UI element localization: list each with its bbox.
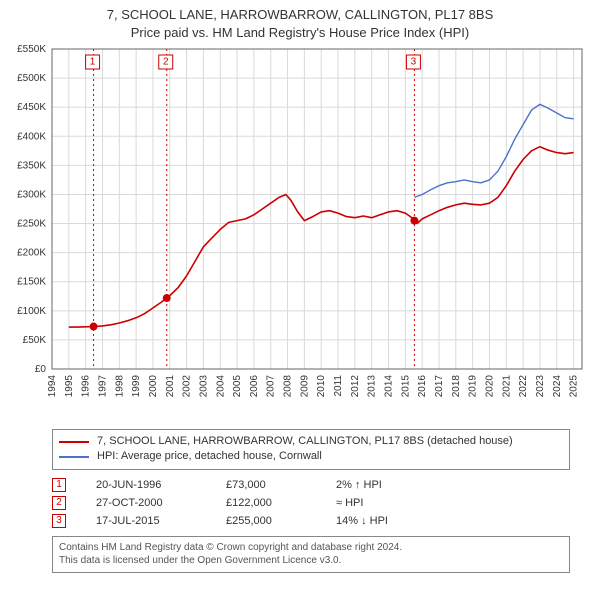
svg-text:£400K: £400K	[17, 131, 46, 142]
legend-swatch-price-paid	[59, 441, 89, 443]
svg-text:2014: 2014	[384, 375, 395, 398]
svg-text:2016: 2016	[417, 375, 428, 398]
svg-text:2003: 2003	[198, 375, 209, 398]
svg-text:2020: 2020	[484, 375, 495, 398]
chart-title-block: 7, SCHOOL LANE, HARROWBARROW, CALLINGTON…	[0, 0, 600, 43]
svg-text:2012: 2012	[350, 375, 361, 398]
svg-text:2024: 2024	[552, 375, 563, 398]
svg-text:2025: 2025	[569, 375, 580, 398]
footer-attribution: Contains HM Land Registry data © Crown c…	[52, 536, 570, 573]
svg-text:1994: 1994	[47, 375, 58, 398]
svg-text:2022: 2022	[518, 375, 529, 398]
chart-area: £0 £50K £100K £150K £200K £250K £300K £350K £400…	[0, 43, 600, 423]
svg-text:1995: 1995	[64, 375, 75, 398]
svg-text:2009: 2009	[299, 375, 310, 398]
legend: 7, SCHOOL LANE, HARROWBARROW, CALLINGTON…	[52, 429, 570, 470]
svg-text:£500K: £500K	[17, 73, 46, 84]
svg-text:2011: 2011	[333, 375, 344, 397]
svg-text:2019: 2019	[468, 375, 479, 398]
svg-text:1996: 1996	[81, 375, 92, 398]
chart-svg: £0 £50K £100K £150K £200K £250K £300K £350K £400…	[0, 43, 600, 423]
svg-text:2017: 2017	[434, 375, 445, 398]
svg-text:2006: 2006	[249, 375, 260, 398]
table-row: 1 20-JUN-1996 £73,000 2% ↑ HPI	[52, 476, 570, 494]
sale-date-2: 27-OCT-2000	[96, 497, 196, 509]
svg-text:£450K: £450K	[17, 102, 46, 113]
sale-delta-2: ≈ HPI	[336, 497, 436, 509]
sale-marker-1: 1	[52, 478, 66, 492]
svg-text:3: 3	[411, 57, 417, 68]
legend-swatch-hpi	[59, 456, 89, 458]
table-row: 3 17-JUL-2015 £255,000 14% ↓ HPI	[52, 512, 570, 530]
sale-marker-3: 3	[52, 514, 66, 528]
svg-text:2008: 2008	[283, 375, 294, 398]
svg-text:2002: 2002	[182, 375, 193, 398]
legend-item-hpi: HPI: Average price, detached house, Corn…	[59, 449, 563, 464]
svg-text:2023: 2023	[535, 375, 546, 398]
svg-text:£100K: £100K	[17, 306, 46, 317]
svg-text:£50K: £50K	[23, 335, 47, 346]
svg-text:2001: 2001	[165, 375, 176, 398]
sale-date-3: 17-JUL-2015	[96, 515, 196, 527]
svg-text:2018: 2018	[451, 375, 462, 398]
svg-text:2004: 2004	[215, 375, 226, 398]
svg-text:1998: 1998	[114, 375, 125, 398]
svg-text:£250K: £250K	[17, 219, 46, 230]
sale-delta-3: 14% ↓ HPI	[336, 515, 436, 527]
svg-text:2: 2	[163, 57, 169, 68]
footer-line-1: Contains HM Land Registry data © Crown c…	[59, 541, 563, 555]
sales-table: 1 20-JUN-1996 £73,000 2% ↑ HPI 2 27-OCT-…	[52, 476, 570, 530]
svg-text:2005: 2005	[232, 375, 243, 398]
legend-item-price-paid: 7, SCHOOL LANE, HARROWBARROW, CALLINGTON…	[59, 434, 563, 449]
svg-text:2013: 2013	[367, 375, 378, 398]
sale-marker-2: 2	[52, 496, 66, 510]
sale-date-1: 20-JUN-1996	[96, 479, 196, 491]
svg-text:2000: 2000	[148, 375, 159, 398]
svg-text:£200K: £200K	[17, 248, 46, 259]
svg-text:2015: 2015	[400, 375, 411, 398]
svg-text:2021: 2021	[501, 375, 512, 398]
svg-text:£300K: £300K	[17, 190, 46, 201]
svg-text:£150K: £150K	[17, 277, 46, 288]
sale-price-1: £73,000	[226, 479, 306, 491]
svg-text:£0: £0	[35, 364, 47, 375]
svg-text:1: 1	[90, 57, 96, 68]
legend-label-price-paid: 7, SCHOOL LANE, HARROWBARROW, CALLINGTON…	[97, 434, 513, 449]
sale-price-3: £255,000	[226, 515, 306, 527]
legend-label-hpi: HPI: Average price, detached house, Corn…	[97, 449, 322, 464]
svg-text:2010: 2010	[316, 375, 327, 398]
svg-text:£550K: £550K	[17, 44, 46, 55]
sale-delta-1: 2% ↑ HPI	[336, 479, 436, 491]
svg-text:2007: 2007	[266, 375, 277, 398]
svg-text:1997: 1997	[97, 375, 108, 398]
title-line-1: 7, SCHOOL LANE, HARROWBARROW, CALLINGTON…	[4, 6, 596, 24]
footer-line-2: This data is licensed under the Open Gov…	[59, 554, 563, 568]
svg-text:1999: 1999	[131, 375, 142, 398]
svg-text:£350K: £350K	[17, 160, 46, 171]
title-line-2: Price paid vs. HM Land Registry's House …	[4, 24, 596, 42]
table-row: 2 27-OCT-2000 £122,000 ≈ HPI	[52, 494, 570, 512]
sale-price-2: £122,000	[226, 497, 306, 509]
